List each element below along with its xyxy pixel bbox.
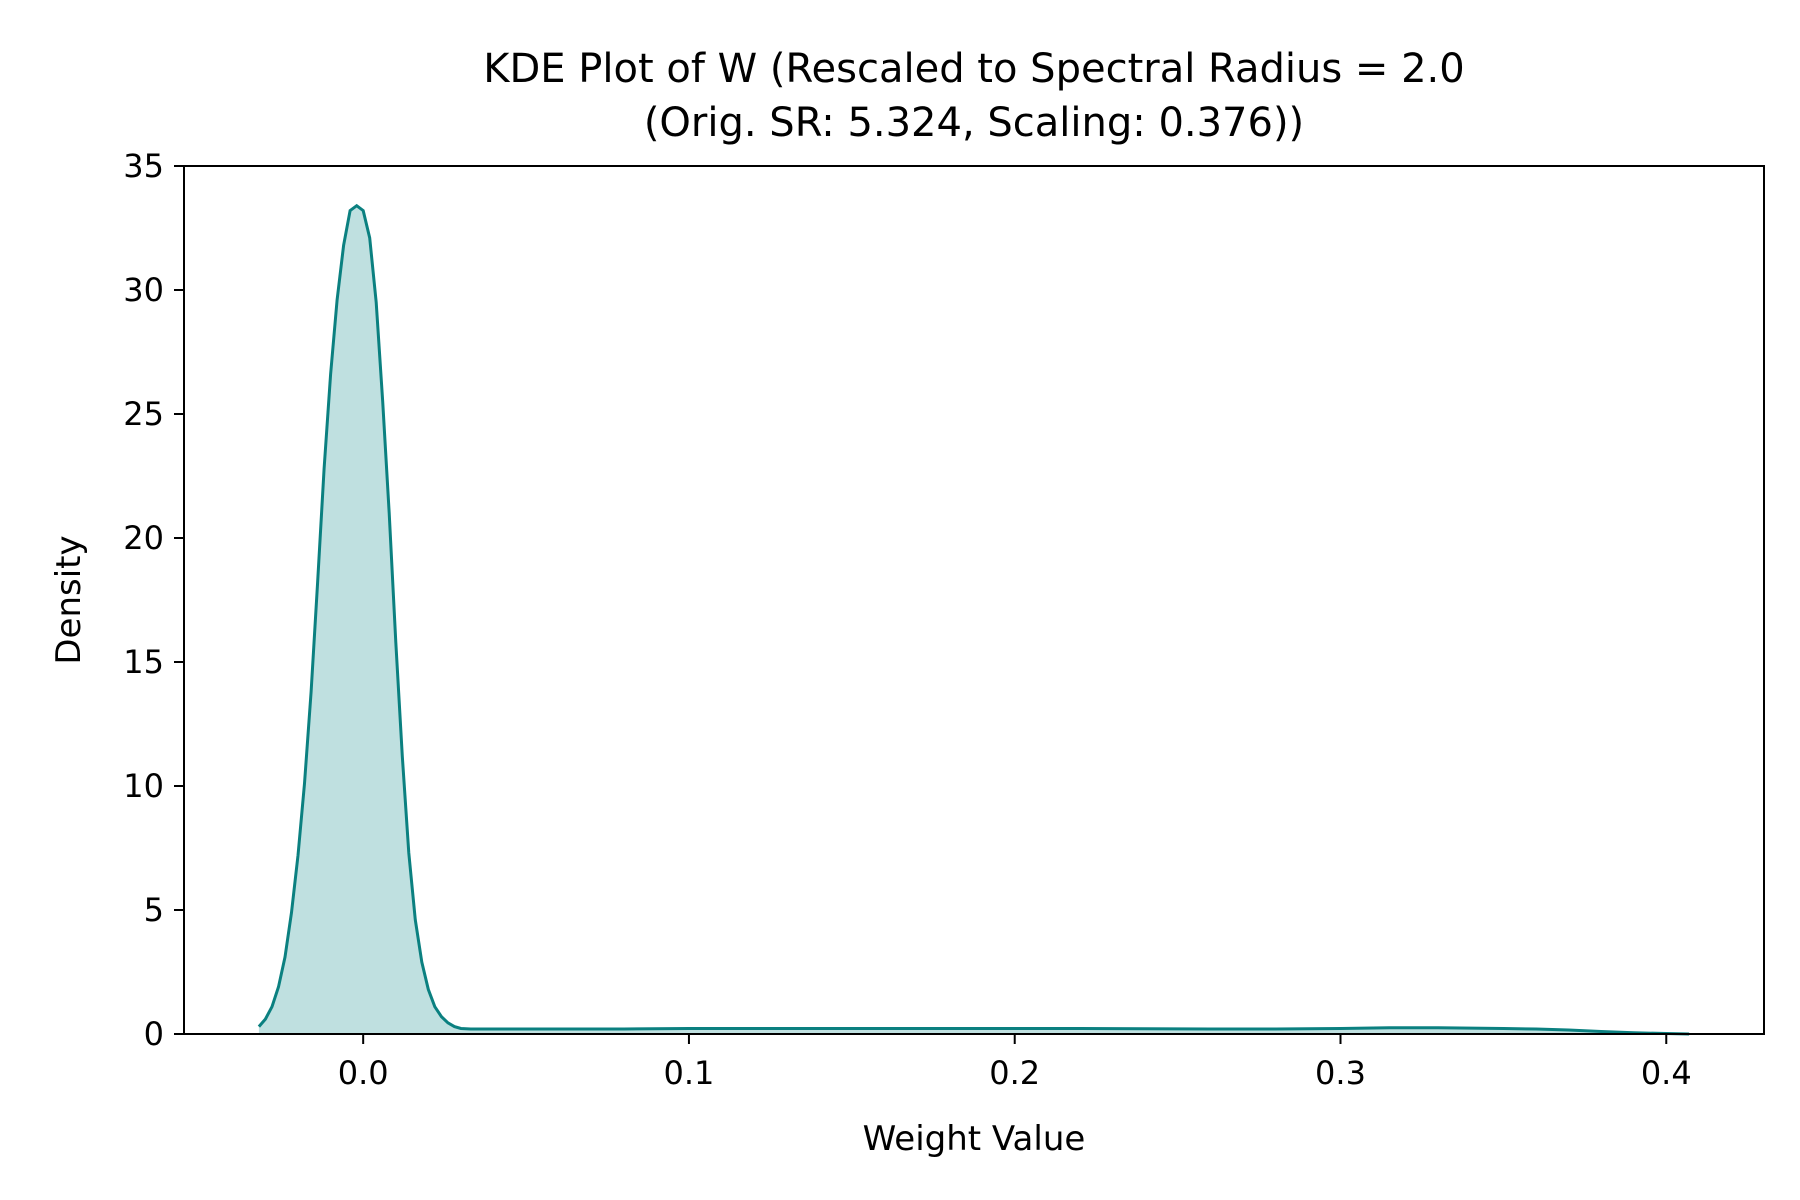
y-tick-label: 5	[144, 891, 164, 929]
y-axis-label: Density	[49, 535, 89, 664]
y-tick-label: 35	[123, 147, 164, 185]
plot-area	[183, 165, 1765, 1036]
x-tick-label: 0.0	[338, 1054, 389, 1092]
y-tick-label: 15	[123, 643, 164, 681]
x-axis-ticks: 0.0 0.1 0.2 0.3 0.4	[338, 1034, 1692, 1092]
y-tick-label: 10	[123, 767, 164, 805]
plot-frame	[183, 165, 1765, 1035]
chart-title-line2: (Orig. SR: 5.324, Scaling: 0.376))	[644, 100, 1304, 146]
x-axis-label: Weight Value	[863, 1119, 1086, 1159]
y-axis-ticks: 0 5 10 15 20 25 30 35	[123, 147, 184, 1053]
x-tick-label: 0.2	[989, 1054, 1040, 1092]
chart-title-line1: KDE Plot of W (Rescaled to Spectral Radi…	[483, 46, 1464, 92]
y-tick-label: 25	[123, 395, 164, 433]
y-tick-label: 0	[144, 1015, 164, 1053]
kde-density-line	[257, 203, 1690, 1036]
y-tick-label: 20	[123, 519, 164, 557]
kde-fill-area	[258, 205, 1690, 1034]
x-tick-label: 0.4	[1641, 1054, 1692, 1092]
x-tick-label: 0.1	[664, 1054, 715, 1092]
y-tick-label: 30	[123, 271, 164, 309]
x-tick-label: 0.3	[1315, 1054, 1366, 1092]
